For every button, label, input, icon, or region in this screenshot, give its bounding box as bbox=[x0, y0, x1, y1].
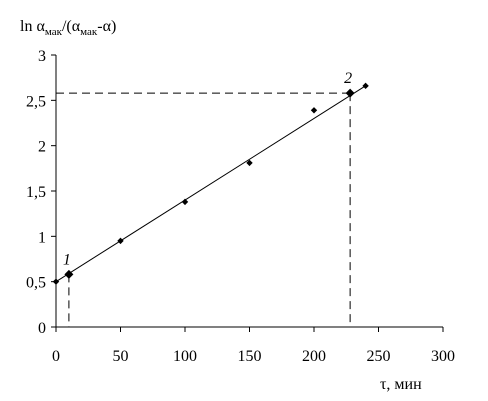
y-axis-title-part: ln α bbox=[20, 18, 45, 35]
y-axis-title-subscript: мак bbox=[80, 26, 98, 38]
x-tick-label: 100 bbox=[173, 348, 197, 365]
data-point bbox=[181, 198, 189, 206]
y-tick-label: 1,5 bbox=[26, 184, 46, 201]
y-axis-title: ln αмак/(αмак-α) bbox=[20, 18, 116, 38]
data-point bbox=[362, 82, 369, 90]
marked-point bbox=[64, 269, 74, 279]
x-tick-label: 0 bbox=[52, 348, 60, 365]
data-point bbox=[117, 237, 124, 245]
x-tick-label: 150 bbox=[238, 348, 262, 365]
data-point bbox=[246, 159, 253, 167]
y-axis-title-part: /(α bbox=[62, 18, 81, 35]
marked-point-label: 1 bbox=[63, 251, 71, 268]
marked-point-label: 2 bbox=[344, 70, 352, 87]
axes: 0 0,5 1 1,5 2 2,5 3 0 50 100 150 200 250 300 bbox=[26, 48, 455, 365]
y-tick-label: 2 bbox=[38, 139, 46, 156]
x-tick-label: 200 bbox=[302, 348, 326, 365]
x-tick-label: 300 bbox=[431, 348, 455, 365]
y-axis-title-subscript: мак bbox=[45, 26, 63, 38]
y-axis-title-part: -α) bbox=[97, 18, 116, 35]
y-tick-label: 0 bbox=[38, 320, 46, 337]
data-point bbox=[52, 278, 60, 285]
data-point bbox=[310, 107, 318, 114]
y-tick-label: 1 bbox=[38, 229, 46, 246]
x-axis-title: τ, мин bbox=[380, 376, 422, 393]
x-tick-label: 50 bbox=[113, 348, 129, 365]
annotations: 12 bbox=[63, 70, 355, 279]
marked-point bbox=[345, 88, 355, 98]
guide-lines bbox=[56, 92, 351, 327]
x-tick-label: 250 bbox=[367, 348, 391, 365]
data-series bbox=[52, 82, 369, 285]
trend-line bbox=[55, 85, 366, 283]
y-tick-label: 0,5 bbox=[26, 275, 46, 292]
y-tick-label: 2,5 bbox=[26, 93, 46, 110]
y-tick-label: 3 bbox=[38, 48, 46, 65]
